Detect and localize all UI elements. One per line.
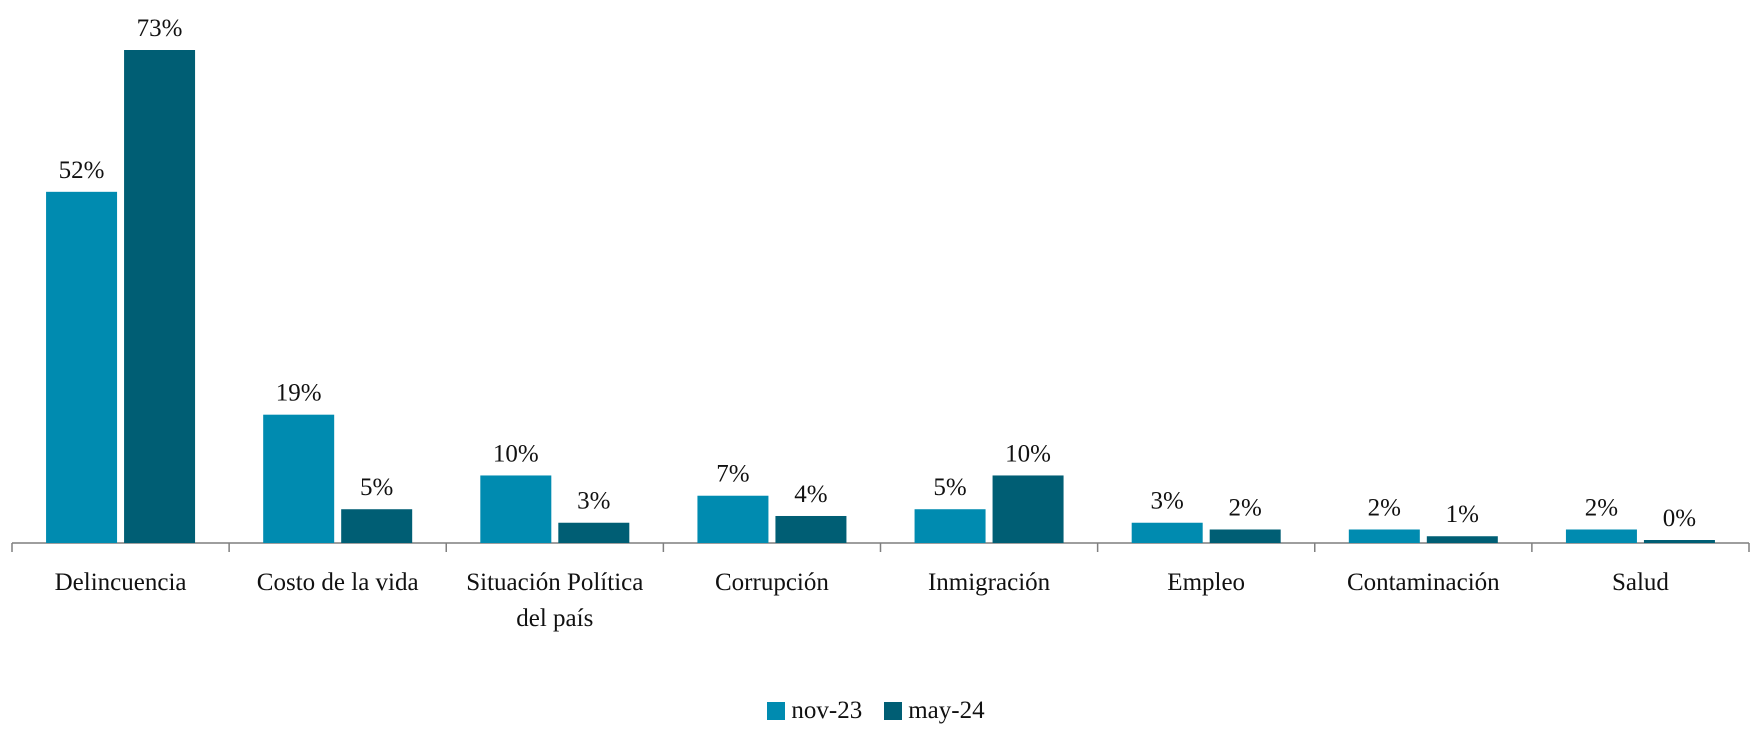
data-label-may-24-3: 4% <box>794 481 827 508</box>
category-label-6: Contaminación <box>1347 569 1500 596</box>
bar-may-24-7 <box>1643 540 1715 543</box>
category-label-1: Costo de la vida <box>257 569 419 596</box>
bar-nov-23-7 <box>1565 529 1637 543</box>
bar-may-24-6 <box>1426 536 1498 543</box>
bar-nov-23-4 <box>914 509 986 543</box>
data-label-nov-23-2: 10% <box>493 440 539 467</box>
bar-may-24-2 <box>558 522 630 543</box>
data-label-may-24-5: 2% <box>1229 494 1262 521</box>
category-label-2: del país <box>516 605 593 632</box>
data-label-may-24-6: 1% <box>1446 501 1479 528</box>
legend-swatch-nov-23 <box>767 702 786 720</box>
bar-nov-23-2 <box>480 475 552 543</box>
bar-may-24-0 <box>124 50 196 543</box>
legend-label-nov-23: nov-23 <box>791 697 863 724</box>
bar-nov-23-5 <box>1131 522 1203 543</box>
data-label-nov-23-7: 2% <box>1585 494 1618 521</box>
category-label-4: Inmigración <box>928 569 1051 596</box>
bar-nov-23-3 <box>697 495 769 543</box>
category-label-0: Delincuencia <box>55 569 187 596</box>
data-label-nov-23-3: 7% <box>716 461 749 488</box>
data-label-nov-23-0: 52% <box>59 157 105 184</box>
category-label-7: Salud <box>1612 569 1669 596</box>
legend: nov-23 may-24 <box>0 697 1752 725</box>
bar-may-24-5 <box>1209 529 1281 543</box>
legend-swatch-may-24 <box>884 702 903 720</box>
data-label-may-24-4: 10% <box>1005 440 1051 467</box>
category-label-5: Empleo <box>1167 569 1245 596</box>
bar-may-24-1 <box>341 509 413 543</box>
bar-may-24-4 <box>992 475 1064 543</box>
data-label-may-24-7: 0% <box>1663 505 1696 532</box>
legend-item-may-24: may-24 <box>884 697 985 725</box>
category-label-2: Situación Política <box>466 569 643 596</box>
data-label-nov-23-6: 2% <box>1368 494 1401 521</box>
data-label-nov-23-1: 19% <box>276 380 322 407</box>
data-label-nov-23-5: 3% <box>1151 488 1184 515</box>
legend-item-nov-23: nov-23 <box>767 697 862 725</box>
data-label-may-24-2: 3% <box>577 488 610 515</box>
data-label-nov-23-4: 5% <box>933 474 966 501</box>
data-label-may-24-1: 5% <box>360 474 393 501</box>
category-label-3: Corrupción <box>715 569 829 596</box>
legend-label-may-24: may-24 <box>908 697 985 724</box>
bar-nov-23-0 <box>46 191 118 544</box>
data-label-may-24-0: 73% <box>137 15 183 42</box>
bar-may-24-3 <box>775 515 847 543</box>
bar-nov-23-6 <box>1348 529 1420 543</box>
bar-nov-23-1 <box>263 414 335 543</box>
